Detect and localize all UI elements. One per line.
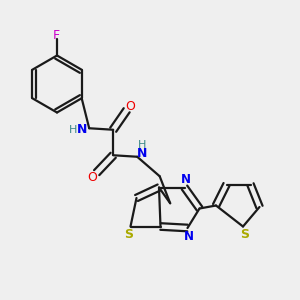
Text: O: O xyxy=(125,100,135,113)
Text: F: F xyxy=(53,28,60,42)
Text: N: N xyxy=(136,147,147,160)
Text: N: N xyxy=(181,172,191,186)
Text: H: H xyxy=(68,125,77,135)
Text: S: S xyxy=(124,228,134,242)
Text: S: S xyxy=(240,228,249,242)
Text: H: H xyxy=(137,140,146,150)
Text: N: N xyxy=(76,123,87,136)
Text: O: O xyxy=(87,171,97,184)
Text: N: N xyxy=(184,230,194,243)
